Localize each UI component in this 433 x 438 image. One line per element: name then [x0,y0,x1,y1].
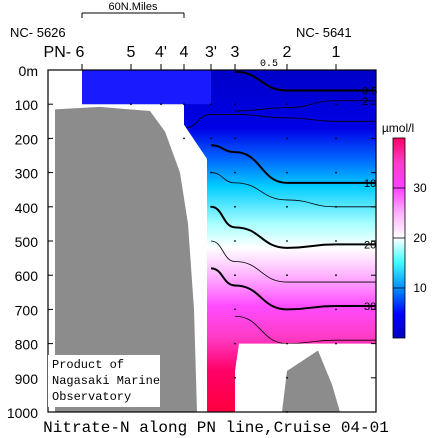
y-tick-label: 900 [15,371,39,387]
contour-label-0-5: 0.5 [362,86,377,98]
sample-point [286,342,288,345]
sample-point [335,240,337,242]
scale-bar-label: 60N.Miles [109,1,158,13]
sample-point [234,103,236,106]
sample-point [286,376,288,379]
sample-point [130,103,132,106]
credit-box: Product of Nagasaki Marine Observatory [48,355,160,407]
y-tick-label: 1000 [7,405,38,421]
sample-point [286,308,288,311]
station-labels: PN- 6 5 4' 4 3' 3 2 1 [44,44,341,70]
contour-15 [210,172,376,208]
contour-label-30: 30 [364,301,376,313]
scale-bar: 60N.Miles [81,1,185,18]
y-tick-label: 500 [15,234,39,250]
contour-30 [210,267,376,311]
colorbar: µmol/l 10 20 30 [382,121,427,339]
colorbar-units: µmol/l [382,121,414,135]
credit-line-1: Product of [52,358,125,372]
y-tick-label: 400 [15,200,39,216]
contour-label-2: 2 [362,96,368,108]
sample-point [183,103,185,106]
sample-point [286,137,288,140]
station-label: 1 [332,44,341,61]
seafloor [48,70,376,412]
sample-point [210,103,212,106]
station-label: 2 [283,44,292,61]
sample-point [286,274,288,277]
station-label: 4' [155,44,167,61]
sample-point [335,342,337,345]
field-shelf-water [82,70,211,105]
contour-0-5 [234,70,376,92]
station-id-west: NC- 5626 [10,25,66,40]
sample-point [234,240,236,242]
station-label: 3' [205,44,217,61]
y-tick-label: 200 [15,131,39,147]
station-label: 4 [180,44,189,61]
sample-point [183,137,185,140]
sample-point [234,274,236,277]
contour-label-10: 10 [364,178,376,190]
station-label: 3 [231,44,240,61]
contour-label-0-5-top: 0.5 [260,59,278,70]
sample-point [335,274,337,277]
contour-label-20: 20 [364,239,376,251]
y-tick-label: 600 [15,268,39,284]
colorbar-tick-label: 20 [413,231,427,245]
sample-point [234,308,236,311]
contour-25 [210,240,376,283]
y-tick-label: 800 [15,337,39,353]
sample-point [234,205,236,208]
sample-point [234,171,236,174]
y-tick-label: 100 [15,97,39,113]
plot-frame [47,69,377,413]
y-tick-label: 0m [19,63,38,79]
sample-point [335,308,337,311]
credit-line-2: Nagasaki Marine [52,374,161,388]
sample-point [286,171,288,174]
seafloor-seamount [282,350,340,412]
station-label: 5 [127,44,136,61]
colorbar-tick-label: 30 [413,181,427,195]
sample-point [286,103,288,106]
sample-point [335,205,337,208]
sample-point [234,137,236,140]
credit-line-3: Observatory [52,390,132,404]
sample-point [160,103,162,106]
sample-point [335,103,337,106]
contour-10 [210,144,376,184]
seafloor-slope [55,106,197,412]
contour-2 [234,100,376,112]
colorbar-tick-label: 10 [413,281,427,295]
station-label: PN- 6 [44,44,85,61]
sample-point [286,240,288,242]
contour-5 [183,114,376,129]
sample-point [335,171,337,174]
sample-point [210,171,212,174]
sample-point [234,376,236,379]
sample-point [210,205,212,208]
sample-point [286,205,288,208]
station-id-east: NC- 5641 [296,25,352,40]
y-tick-label: 300 [15,166,39,182]
sample-point [210,137,212,140]
y-tick-label: 700 [15,302,39,318]
contour-20 [210,205,376,249]
chart-title: Nitrate-N along PN line,Cruise 04-01 [43,419,389,437]
sample-point [234,342,236,345]
sample-point [335,137,337,140]
